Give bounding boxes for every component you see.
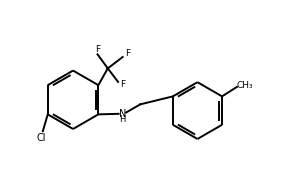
Text: CH₃: CH₃ (236, 81, 253, 90)
Text: H: H (119, 115, 125, 124)
Text: F: F (95, 45, 100, 54)
Text: F: F (120, 80, 125, 89)
Text: N: N (119, 109, 127, 119)
Text: Cl: Cl (37, 133, 46, 143)
Text: F: F (125, 49, 130, 58)
